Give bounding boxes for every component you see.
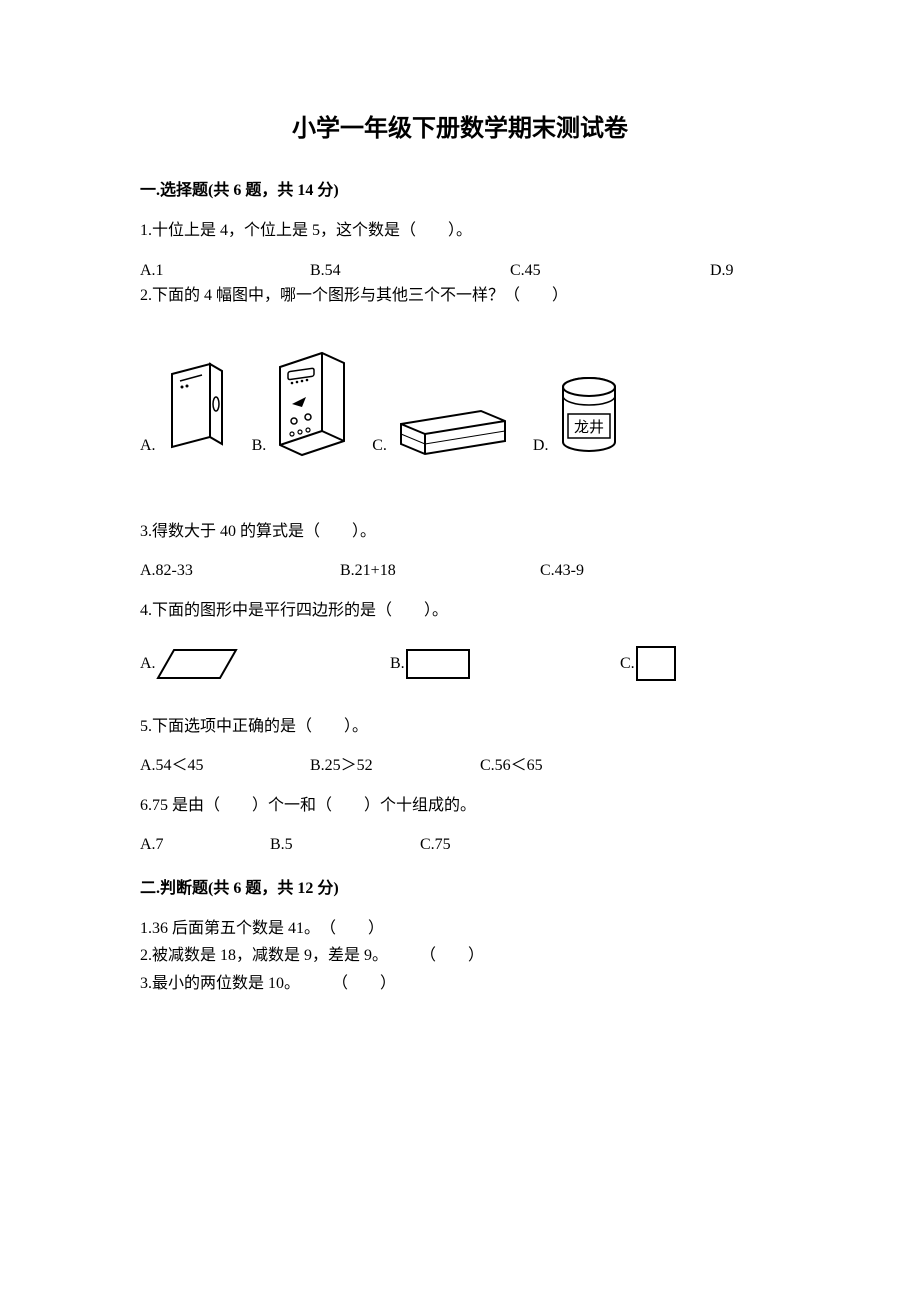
- q5-opt-c: C.56＜65: [480, 753, 543, 779]
- section1-header: 一.选择题(共 6 题，共 14 分): [140, 178, 780, 204]
- q5-opt-a: A.54＜45: [140, 753, 310, 779]
- square-icon: [635, 644, 679, 684]
- q2-text: 2.下面的 4 幅图中，哪一个图形与其他三个不一样？（ ）: [140, 283, 780, 309]
- q6-opt-b: B.5: [270, 832, 420, 858]
- q3-opt-b: B.21+18: [340, 558, 540, 584]
- q6-options: A.7 B.5 C.75: [140, 832, 780, 858]
- q4-options: A. B. C.: [140, 644, 780, 684]
- q5-options: A.54＜45 B.25＞52 C.56＜65: [140, 753, 780, 779]
- s2-q2: 2.被减数是 18，减数是 9，差是 9。 （ ）: [140, 943, 780, 969]
- q4-opt-a: A.: [140, 644, 390, 684]
- q4-text: 4.下面的图形中是平行四边形的是（ ）。: [140, 598, 780, 624]
- q1-opt-d: D.9: [710, 258, 734, 284]
- q6-text: 6.75 是由（ ）个一和（ ）个十组成的。: [140, 793, 780, 819]
- radio-box-icon: [272, 349, 352, 459]
- s2-q3: 3.最小的两位数是 10。 （ ）: [140, 971, 780, 997]
- q4-b-label: B.: [390, 651, 405, 677]
- parallelogram-icon: [156, 644, 241, 684]
- tea-label: 龙井: [574, 419, 604, 436]
- q2-c-label: C.: [372, 433, 387, 459]
- q2-a-label: A.: [140, 433, 156, 459]
- section2-header: 二.判断题(共 6 题，共 12 分): [140, 876, 780, 902]
- q4-opt-b: B.: [390, 646, 620, 682]
- q2-opt-c: C.: [372, 399, 513, 459]
- q4-c-label: C.: [620, 651, 635, 677]
- tea-can-icon: 龙井: [554, 374, 624, 459]
- q2-d-label: D.: [533, 433, 549, 459]
- q5-opt-b: B.25＞52: [310, 753, 480, 779]
- q3-text: 3.得数大于 40 的算式是（ ）。: [140, 519, 780, 545]
- rectangle-icon: [405, 646, 475, 682]
- q3-options: A.82-33 B.21+18 C.43-9: [140, 558, 780, 584]
- q1-options: A.1 B.54 C.45 D.9: [140, 258, 780, 284]
- q2-options: A. B. C.: [140, 349, 780, 459]
- q1-opt-b: B.54: [310, 258, 510, 284]
- q6-opt-c: C.75: [420, 832, 451, 858]
- q4-a-label: A.: [140, 651, 156, 677]
- q2-b-label: B.: [252, 433, 267, 459]
- q5-text: 5.下面选项中正确的是（ ）。: [140, 714, 780, 740]
- q2-opt-a: A.: [140, 359, 232, 459]
- q3-opt-c: C.43-9: [540, 558, 584, 584]
- q2-opt-b: B.: [252, 349, 353, 459]
- s2-q1: 1.36 后面第五个数是 41。 （ ）: [140, 916, 780, 942]
- q4-opt-c: C.: [620, 644, 679, 684]
- q1-opt-a: A.1: [140, 258, 310, 284]
- page-title: 小学一年级下册数学期末测试卷: [140, 110, 780, 148]
- q3-opt-a: A.82-33: [140, 558, 340, 584]
- q6-opt-a: A.7: [140, 832, 270, 858]
- q2-opt-d: D. 龙井: [533, 374, 625, 459]
- q1-opt-c: C.45: [510, 258, 710, 284]
- q1-text: 1.十位上是 4，个位上是 5，这个数是（ ）。: [140, 218, 780, 244]
- flat-box-icon: [393, 399, 513, 459]
- book-box-icon: [162, 359, 232, 459]
